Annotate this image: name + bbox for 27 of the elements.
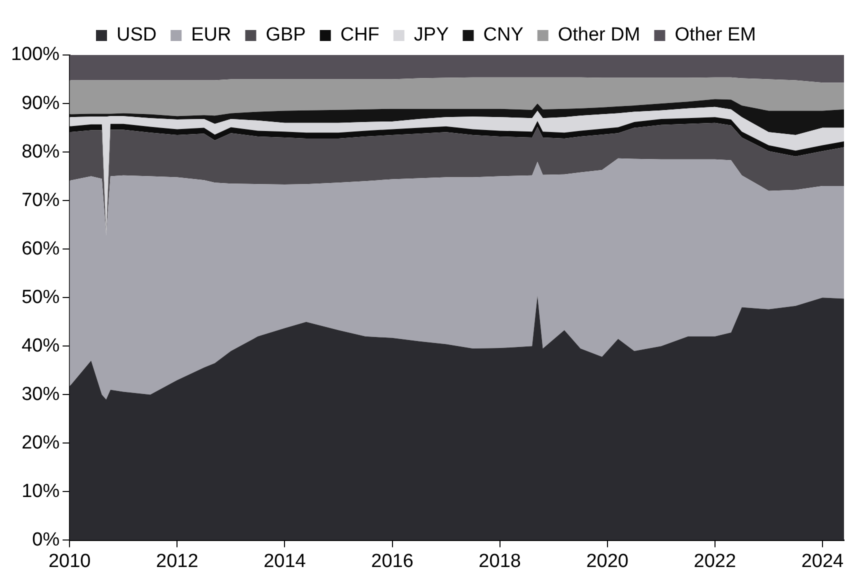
y-tick-label: 10% (22, 480, 60, 502)
x-tick-label: 2016 (371, 550, 414, 572)
x-tick-label: 2022 (694, 550, 736, 572)
y-tick-label: 40% (22, 335, 60, 356)
x-tick-label: 2018 (478, 550, 521, 572)
y-tick-label: 80% (22, 141, 60, 162)
y-tick-label: 100% (10, 44, 60, 66)
x-tick-label: 2020 (586, 550, 629, 572)
x-tick-label: 2024 (801, 550, 844, 572)
x-tick-label: 2012 (156, 550, 198, 572)
y-tick-label: 0% (32, 529, 60, 550)
legend-label: USD (116, 24, 157, 46)
y-tick-label: 30% (22, 384, 60, 405)
x-tick-label: 2014 (264, 550, 306, 572)
legend-label: JPY (414, 24, 450, 46)
legend-label: CNY (483, 24, 524, 46)
legend-label: CHF (340, 24, 380, 46)
legend-label: GBP (266, 24, 306, 46)
y-tick-label: 70% (22, 190, 60, 211)
y-tick-label: 60% (22, 238, 60, 260)
legend-label: EUR (191, 24, 232, 46)
legend-label: Other EM (674, 24, 756, 46)
legend-label: Other DM (558, 24, 640, 46)
x-tick-label: 2010 (48, 550, 91, 572)
y-tick-label: 20% (22, 432, 60, 454)
y-tick-label: 50% (22, 286, 60, 308)
y-tick-label: 90% (22, 92, 60, 114)
